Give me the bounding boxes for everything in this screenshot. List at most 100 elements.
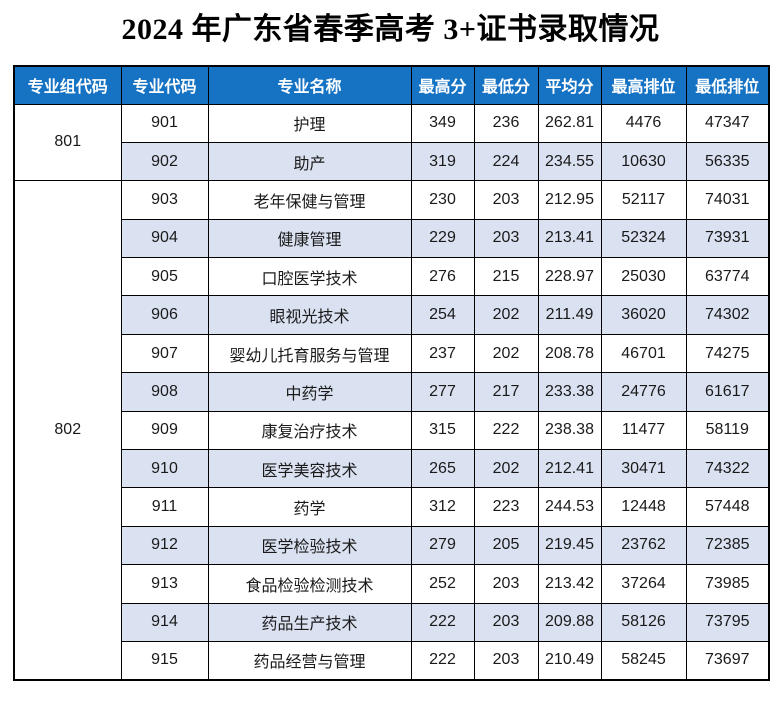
min-rank-cell: 74031 bbox=[685, 180, 770, 220]
min-score-cell: 203 bbox=[473, 218, 539, 259]
max-rank-cell: 24776 bbox=[600, 372, 687, 412]
major-code-cell: 904 bbox=[120, 218, 209, 259]
avg-score-cell: 234.55 bbox=[537, 141, 602, 182]
max-score-cell: 277 bbox=[410, 372, 475, 412]
column-header: 最高分 bbox=[410, 65, 475, 105]
major-name-cell: 婴幼儿托育服务与管理 bbox=[207, 333, 412, 374]
major-name-cell: 眼视光技术 bbox=[207, 295, 412, 335]
max-score-cell: 237 bbox=[410, 333, 475, 374]
major-code-cell: 914 bbox=[120, 602, 209, 642]
major-code-cell: 902 bbox=[120, 141, 209, 182]
max-rank-cell: 30471 bbox=[600, 449, 687, 489]
major-name-cell: 口腔医学技术 bbox=[207, 257, 412, 297]
table-row: 902 助产 319 224 234.55 10630 56335 bbox=[14, 141, 770, 182]
table-row: 914 药品生产技术 222 203 209.88 58126 73795 bbox=[14, 602, 770, 642]
major-code-cell: 913 bbox=[120, 564, 209, 604]
min-score-cell: 202 bbox=[473, 295, 539, 335]
major-code-cell: 910 bbox=[120, 449, 209, 489]
avg-score-cell: 228.97 bbox=[537, 257, 602, 297]
major-name-cell: 老年保健与管理 bbox=[207, 180, 412, 220]
avg-score-cell: 219.45 bbox=[537, 525, 602, 566]
major-code-cell: 903 bbox=[120, 180, 209, 220]
max-score-cell: 315 bbox=[410, 410, 475, 451]
avg-score-cell: 208.78 bbox=[537, 333, 602, 374]
min-rank-cell: 73931 bbox=[685, 218, 770, 259]
column-header: 最低分 bbox=[473, 65, 539, 105]
column-header: 最低排位 bbox=[685, 65, 770, 105]
table-row: 913 食品检验检测技术 252 203 213.42 37264 73985 bbox=[14, 564, 770, 604]
min-score-cell: 203 bbox=[473, 180, 539, 220]
table-row: 802 903 老年保健与管理 230 203 212.95 52117 74031 bbox=[13, 180, 770, 681]
table-row: 910 医学美容技术 265 202 212.41 30471 74322 bbox=[14, 449, 770, 489]
min-score-cell: 217 bbox=[473, 372, 539, 412]
group-code-cell: 801 bbox=[13, 103, 122, 182]
page-title: 2024 年广东省春季高考 3+证书录取情况 bbox=[121, 13, 660, 46]
min-rank-cell: 74275 bbox=[685, 333, 770, 374]
avg-score-cell: 262.81 bbox=[537, 103, 602, 143]
major-name-cell: 康复治疗技术 bbox=[207, 410, 412, 451]
table-row: 906 眼视光技术 254 202 211.49 36020 74302 bbox=[14, 295, 770, 335]
max-score-cell: 312 bbox=[410, 487, 475, 527]
avg-score-cell: 213.41 bbox=[537, 218, 602, 259]
max-rank-cell: 23762 bbox=[600, 525, 687, 566]
max-score-cell: 279 bbox=[410, 525, 475, 566]
min-rank-cell: 72385 bbox=[685, 525, 770, 566]
max-score-cell: 222 bbox=[410, 640, 475, 681]
table-row: 915 药品经营与管理 222 203 210.49 58245 73697 bbox=[14, 640, 770, 681]
min-score-cell: 203 bbox=[473, 564, 539, 604]
max-rank-cell: 46701 bbox=[600, 333, 687, 374]
major-name-cell: 助产 bbox=[207, 141, 412, 182]
max-score-cell: 319 bbox=[410, 141, 475, 182]
max-score-cell: 229 bbox=[410, 218, 475, 259]
header-row: 专业组代码 专业代码 专业名称 最高分 最低分 平均分 最高排位 最低排位 bbox=[13, 65, 770, 105]
min-rank-cell: 58119 bbox=[685, 410, 770, 451]
min-rank-cell: 74302 bbox=[685, 295, 770, 335]
group-code-cell: 802 bbox=[13, 180, 122, 681]
min-score-cell: 223 bbox=[473, 487, 539, 527]
min-rank-cell: 57448 bbox=[685, 487, 770, 527]
table-row: 912 医学检验技术 279 205 219.45 23762 72385 bbox=[14, 525, 770, 566]
column-header: 专业组代码 bbox=[13, 65, 122, 105]
max-rank-cell: 52324 bbox=[600, 218, 687, 259]
major-code-cell: 911 bbox=[120, 487, 209, 527]
major-name-cell: 药学 bbox=[207, 487, 412, 527]
max-score-cell: 252 bbox=[410, 564, 475, 604]
table-header: 专业组代码 专业代码 专业名称 最高分 最低分 平均分 最高排位 最低排位 bbox=[13, 65, 770, 105]
major-code-cell: 905 bbox=[120, 257, 209, 297]
min-score-cell: 205 bbox=[473, 525, 539, 566]
major-code-cell: 909 bbox=[120, 410, 209, 451]
min-rank-cell: 74322 bbox=[685, 449, 770, 489]
max-score-cell: 265 bbox=[410, 449, 475, 489]
column-header: 平均分 bbox=[537, 65, 602, 105]
min-score-cell: 203 bbox=[473, 602, 539, 642]
min-score-cell: 236 bbox=[473, 103, 539, 143]
min-score-cell: 224 bbox=[473, 141, 539, 182]
avg-score-cell: 210.49 bbox=[537, 640, 602, 681]
table-row: 907 婴幼儿托育服务与管理 237 202 208.78 46701 74275 bbox=[14, 333, 770, 374]
avg-score-cell: 233.38 bbox=[537, 372, 602, 412]
table-body: 801 901 护理 349 236 262.81 4476 47347 902 助产 319 224… bbox=[13, 103, 770, 681]
min-score-cell: 202 bbox=[473, 449, 539, 489]
min-score-cell: 202 bbox=[473, 333, 539, 374]
column-header: 专业名称 bbox=[207, 65, 412, 105]
table-row: 801 901 护理 349 236 262.81 4476 47347 bbox=[13, 103, 770, 182]
table-row: 908 中药学 277 217 233.38 24776 61617 bbox=[14, 372, 770, 412]
major-name-cell: 护理 bbox=[207, 103, 412, 143]
major-code-cell: 915 bbox=[120, 640, 209, 681]
avg-score-cell: 211.49 bbox=[537, 295, 602, 335]
major-code-cell: 907 bbox=[120, 333, 209, 374]
avg-score-cell: 244.53 bbox=[537, 487, 602, 527]
max-rank-cell: 36020 bbox=[600, 295, 687, 335]
max-score-cell: 222 bbox=[410, 602, 475, 642]
avg-score-cell: 213.42 bbox=[537, 564, 602, 604]
max-score-cell: 230 bbox=[410, 180, 475, 220]
avg-score-cell: 212.41 bbox=[537, 449, 602, 489]
table-row: 904 健康管理 229 203 213.41 52324 73931 bbox=[14, 218, 770, 259]
min-rank-cell: 73697 bbox=[685, 640, 770, 681]
major-name-cell: 医学检验技术 bbox=[207, 525, 412, 566]
max-rank-cell: 11477 bbox=[600, 410, 687, 451]
major-code-cell: 908 bbox=[120, 372, 209, 412]
min-score-cell: 222 bbox=[473, 410, 539, 451]
avg-score-cell: 212.95 bbox=[537, 180, 602, 220]
page: 2024 年广东省春季高考 3+证书录取情况 专业组代码 专业代码 专业名称 最高分最… bbox=[0, 10, 781, 681]
